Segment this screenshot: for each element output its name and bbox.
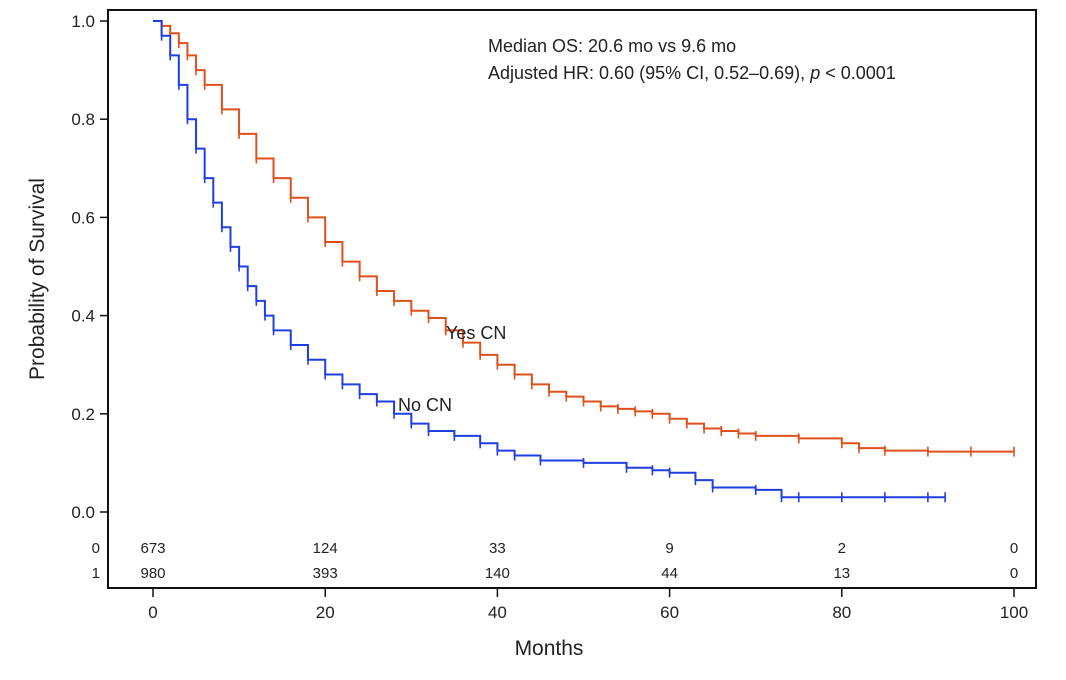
plot-frame (107, 9, 1037, 589)
at-risk-count: 140 (485, 565, 510, 582)
y-tick-label: 0.8 (71, 110, 95, 129)
x-tick-label: 0 (148, 603, 157, 622)
y-tick-label: 0.6 (71, 208, 95, 227)
y-axis-title: Probability of Survival (26, 178, 49, 380)
hr-annotation: Adjusted HR: 0.60 (95% CI, 0.52–0.69), p… (488, 63, 896, 83)
survival-curves (153, 20, 1015, 503)
y-tick-label: 0.2 (71, 405, 95, 424)
y-tick-label: 0.0 (71, 503, 95, 522)
at-risk-table: 0 673 124 33 9 2 0 1 980 393 140 44 13 0 (92, 540, 1019, 582)
at-risk-count: 44 (661, 565, 678, 582)
at-risk-count: 393 (313, 565, 338, 582)
at-risk-group-label: 0 (92, 540, 100, 557)
at-risk-count: 124 (313, 540, 338, 557)
y-tick-label: 1.0 (71, 12, 95, 31)
series-label-yes-cn: Yes CN (446, 323, 506, 343)
at-risk-count: 673 (140, 540, 165, 557)
series-line-no-cn (153, 20, 946, 499)
x-axis: 0 20 40 60 80 100 (148, 588, 1028, 622)
at-risk-group-label: 1 (92, 565, 100, 582)
at-risk-count: 0 (1010, 565, 1018, 582)
at-risk-count: 9 (665, 540, 673, 557)
at-risk-count: 2 (838, 540, 846, 557)
at-risk-count: 980 (140, 565, 165, 582)
at-risk-count: 13 (833, 565, 850, 582)
x-tick-label: 100 (1000, 603, 1028, 622)
y-axis: 0.0 0.2 0.4 0.6 0.8 1.0 (71, 12, 108, 522)
median-os-annotation: Median OS: 20.6 mo vs 9.6 mo (488, 36, 736, 56)
at-risk-count: 33 (489, 540, 506, 557)
x-tick-label: 20 (316, 603, 335, 622)
x-axis-title: Months (515, 637, 584, 660)
x-tick-label: 80 (832, 603, 851, 622)
series-label-no-cn: No CN (398, 395, 452, 415)
at-risk-count: 0 (1010, 540, 1018, 557)
y-tick-label: 0.4 (71, 307, 95, 326)
x-tick-label: 60 (660, 603, 679, 622)
series-line-yes-cn (153, 20, 1014, 453)
x-tick-label: 40 (488, 603, 507, 622)
